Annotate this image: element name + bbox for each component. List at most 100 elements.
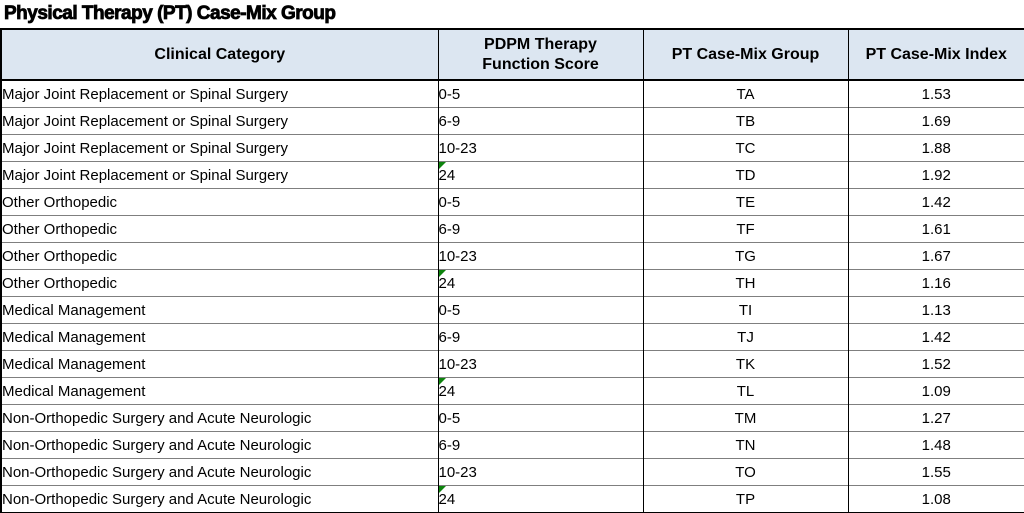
clinical-category-cell: Major Joint Replacement or Spinal Surger…	[0, 161, 439, 189]
clinical-category-cell: Medical Management	[0, 377, 439, 405]
case-mix-group-cell: TO	[642, 458, 849, 486]
case-mix-group-cell: TB	[642, 107, 849, 135]
table-row: Major Joint Replacement or Spinal Surger…	[0, 107, 1024, 135]
table-row: Non-Orthopedic Surgery and Acute Neurolo…	[0, 431, 1024, 459]
clinical-category-cell: Non-Orthopedic Surgery and Acute Neurolo…	[0, 431, 439, 459]
therapy-function-score-value: 10-23	[438, 139, 477, 157]
therapy-function-score-cell: 10-23	[437, 242, 644, 270]
therapy-function-score-cell: 10-23	[437, 134, 644, 162]
case-mix-index-cell: 1.08	[847, 485, 1024, 513]
therapy-function-score-value: 10-23	[438, 355, 477, 373]
clinical-category-cell: Other Orthopedic	[0, 188, 439, 216]
therapy-function-score-cell: 6-9	[437, 431, 644, 459]
case-mix-index-cell: 1.27	[847, 404, 1024, 432]
table-row: Other Orthopedic 24 TH 1.16	[0, 269, 1024, 297]
case-mix-group-cell: TE	[642, 188, 849, 216]
case-mix-index-cell: 1.42	[847, 188, 1024, 216]
therapy-function-score-value: 24	[438, 274, 456, 292]
case-mix-index-cell: 1.42	[847, 323, 1024, 351]
therapy-function-score-value: 24	[438, 166, 456, 184]
therapy-function-score-value: 6-9	[438, 436, 461, 454]
clinical-category-cell: Non-Orthopedic Surgery and Acute Neurolo…	[0, 458, 439, 486]
therapy-function-score-cell: 10-23	[437, 350, 644, 378]
therapy-function-score-value: 0-5	[438, 409, 461, 427]
table-body: Major Joint Replacement or Spinal Surger…	[0, 80, 1024, 513]
therapy-function-score-cell: 24	[437, 161, 644, 189]
table-row: Non-Orthopedic Surgery and Acute Neurolo…	[0, 404, 1024, 432]
table-title: Physical Therapy (PT) Case-Mix Group	[4, 3, 337, 25]
therapy-function-score-value: 0-5	[438, 301, 461, 319]
therapy-function-score-cell: 6-9	[437, 323, 644, 351]
therapy-function-score-cell: 0-5	[437, 80, 644, 108]
case-mix-index-cell: 1.92	[847, 161, 1024, 189]
case-mix-index-cell: 1.61	[847, 215, 1024, 243]
therapy-function-score-value: 0-5	[438, 85, 461, 103]
clinical-category-cell: Medical Management	[0, 296, 439, 324]
table-row: Non-Orthopedic Surgery and Acute Neurolo…	[0, 458, 1024, 486]
clinical-category-cell: Other Orthopedic	[0, 242, 439, 270]
column-header-pdpm-therapy-function-score: PDPM Therapy Function Score	[437, 28, 644, 81]
header-row: Clinical Category PDPM Therapy Function …	[0, 28, 1024, 81]
case-mix-index-cell: 1.16	[847, 269, 1024, 297]
table-row: Medical Management 24 TL 1.09	[0, 377, 1024, 405]
clinical-category-cell: Non-Orthopedic Surgery and Acute Neurolo…	[0, 404, 439, 432]
clinical-category-cell: Major Joint Replacement or Spinal Surger…	[0, 107, 439, 135]
table-row: Medical Management 6-9 TJ 1.42	[0, 323, 1024, 351]
therapy-function-score-cell: 10-23	[437, 458, 644, 486]
case-mix-index-cell: 1.09	[847, 377, 1024, 405]
therapy-function-score-value: 24	[438, 382, 456, 400]
case-mix-index-cell: 1.67	[847, 242, 1024, 270]
case-mix-group-cell: TK	[642, 350, 849, 378]
therapy-function-score-cell: 6-9	[437, 107, 644, 135]
case-mix-group-cell: TC	[642, 134, 849, 162]
therapy-function-score-cell: 24	[437, 485, 644, 513]
column-header-clinical-category: Clinical Category	[0, 28, 439, 81]
therapy-function-score-cell: 24	[437, 269, 644, 297]
error-flag-icon	[439, 486, 446, 493]
therapy-function-score-value: 6-9	[438, 112, 461, 130]
table-row: Other Orthopedic 0-5 TE 1.42	[0, 188, 1024, 216]
clinical-category-cell: Medical Management	[0, 350, 439, 378]
therapy-function-score-cell: 0-5	[437, 188, 644, 216]
therapy-function-score-value: 6-9	[438, 328, 461, 346]
table-row: Major Joint Replacement or Spinal Surger…	[0, 134, 1024, 162]
therapy-function-score-cell: 0-5	[437, 296, 644, 324]
pt-case-mix-table: Clinical Category PDPM Therapy Function …	[0, 28, 1024, 513]
case-mix-group-cell: TI	[642, 296, 849, 324]
case-mix-group-cell: TD	[642, 161, 849, 189]
therapy-function-score-cell: 24	[437, 377, 644, 405]
clinical-category-cell: Major Joint Replacement or Spinal Surger…	[0, 134, 439, 162]
table-row: Other Orthopedic 10-23 TG 1.67	[0, 242, 1024, 270]
clinical-category-cell: Other Orthopedic	[0, 215, 439, 243]
case-mix-index-cell: 1.69	[847, 107, 1024, 135]
therapy-function-score-cell: 6-9	[437, 215, 644, 243]
case-mix-index-cell: 1.88	[847, 134, 1024, 162]
therapy-function-score-value: 6-9	[438, 220, 461, 238]
case-mix-group-cell: TA	[642, 80, 849, 108]
table-header: Clinical Category PDPM Therapy Function …	[0, 28, 1024, 81]
case-mix-group-cell: TG	[642, 242, 849, 270]
case-mix-group-cell: TH	[642, 269, 849, 297]
therapy-function-score-value: 24	[438, 490, 456, 508]
case-mix-group-cell: TN	[642, 431, 849, 459]
clinical-category-cell: Non-Orthopedic Surgery and Acute Neurolo…	[0, 485, 439, 513]
table-row: Major Joint Replacement or Spinal Surger…	[0, 161, 1024, 189]
case-mix-index-cell: 1.55	[847, 458, 1024, 486]
error-flag-icon	[439, 378, 446, 385]
column-header-pt-case-mix-index: PT Case-Mix Index	[847, 28, 1024, 81]
column-header-pt-case-mix-group: PT Case-Mix Group	[642, 28, 849, 81]
error-flag-icon	[439, 162, 446, 169]
table-row: Medical Management 0-5 TI 1.13	[0, 296, 1024, 324]
table-row: Major Joint Replacement or Spinal Surger…	[0, 80, 1024, 108]
therapy-function-score-value: 10-23	[438, 463, 477, 481]
case-mix-index-cell: 1.52	[847, 350, 1024, 378]
case-mix-group-cell: TF	[642, 215, 849, 243]
table-row: Other Orthopedic 6-9 TF 1.61	[0, 215, 1024, 243]
table-row: Non-Orthopedic Surgery and Acute Neurolo…	[0, 485, 1024, 513]
therapy-function-score-value: 0-5	[438, 193, 461, 211]
case-mix-group-cell: TM	[642, 404, 849, 432]
case-mix-index-cell: 1.13	[847, 296, 1024, 324]
case-mix-group-cell: TJ	[642, 323, 849, 351]
case-mix-index-cell: 1.53	[847, 80, 1024, 108]
